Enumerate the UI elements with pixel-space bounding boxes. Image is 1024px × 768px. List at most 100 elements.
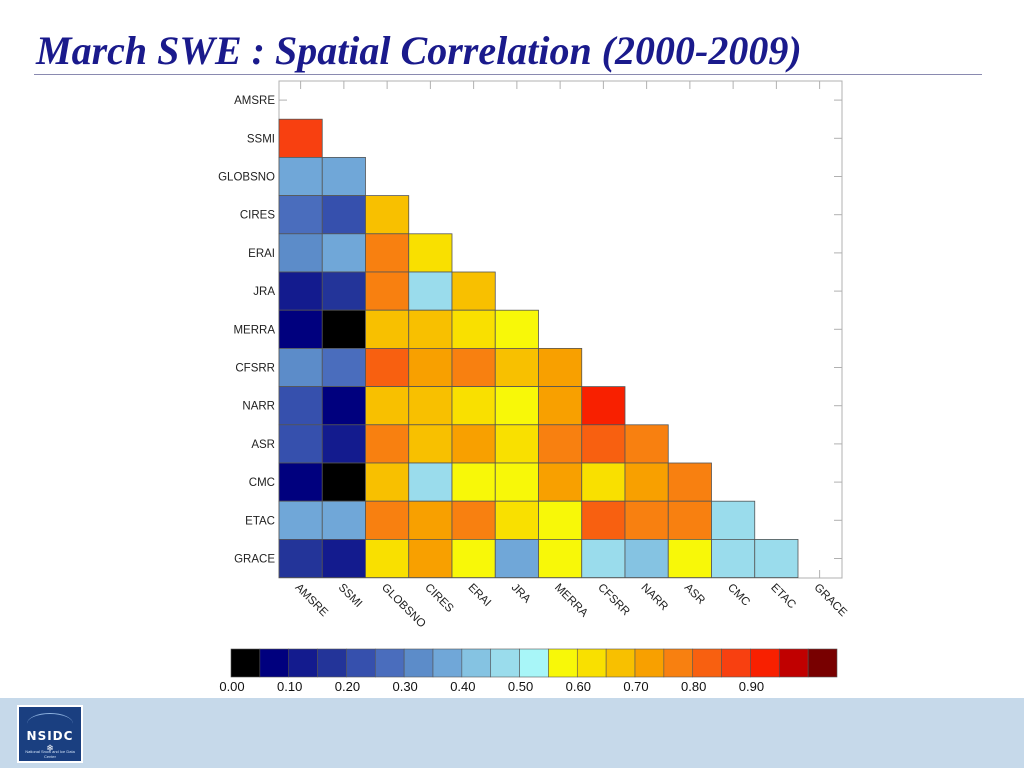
y-tick-label: MERRA	[233, 324, 275, 336]
heatmap-cell	[278, 500, 323, 540]
logo-text: NSIDC	[26, 729, 74, 743]
x-tick-label: MERRA	[552, 582, 590, 620]
y-tick-label: CMC	[249, 477, 275, 489]
x-tick-label: ETAC	[768, 582, 798, 612]
title-divider	[34, 74, 982, 75]
heatmap-cell	[278, 195, 323, 235]
heatmap-cell	[494, 539, 539, 579]
colorbar-swatch	[663, 648, 694, 678]
heatmap-cell	[667, 500, 712, 540]
colorbar-swatch	[346, 648, 376, 678]
heatmap-cell	[408, 233, 453, 273]
colorbar-swatch	[490, 648, 520, 678]
heatmap-cell	[754, 539, 799, 579]
heatmap-cell	[408, 462, 453, 502]
heatmap-cell	[365, 539, 410, 579]
heatmap-cell	[451, 462, 496, 502]
heatmap-cell	[408, 347, 453, 387]
heatmap-cell	[451, 386, 496, 426]
x-tick-label: CMC	[725, 582, 752, 609]
heatmap-cell	[451, 424, 496, 464]
heatmap-cell	[538, 539, 583, 579]
y-tick-label: NARR	[242, 401, 275, 413]
logo-arc	[27, 713, 73, 734]
heatmap-cell	[278, 309, 323, 349]
heatmap-cell	[408, 271, 453, 311]
heatmap-cell	[494, 462, 539, 502]
colorbar-tick-label: 0.20	[335, 679, 360, 694]
heatmap-cell	[278, 424, 323, 464]
heatmap-cell	[278, 462, 323, 502]
heatmap-cell	[494, 424, 539, 464]
colorbar-swatch	[576, 648, 607, 678]
y-tick-label: GLOBSNO	[218, 172, 275, 184]
heatmap-cell	[278, 118, 323, 158]
colorbar-tick-label: 0.70	[623, 679, 648, 694]
colorbar-swatch	[230, 648, 261, 678]
heatmap-cell	[365, 500, 410, 540]
colorbar-swatch	[432, 648, 463, 678]
x-tick-label: GLOBSNO	[379, 582, 428, 631]
colorbar-swatch	[374, 648, 405, 678]
colorbar-tick-label: 0.10	[277, 679, 302, 694]
heatmap-cell	[451, 347, 496, 387]
heatmap-cell	[451, 500, 496, 540]
heatmap-cell	[538, 386, 583, 426]
colorbar-swatch	[721, 648, 751, 678]
heatmap-cell	[365, 233, 410, 273]
colorbar-swatch	[548, 648, 578, 678]
heatmap-cell	[494, 500, 539, 540]
colorbar-swatch	[692, 648, 722, 678]
heatmap-cell	[278, 233, 323, 273]
heatmap-cell	[538, 462, 583, 502]
heatmap-cell	[278, 386, 323, 426]
heatmap-cell	[365, 424, 410, 464]
y-tick-label: ASR	[251, 439, 275, 451]
heatmap-cell	[278, 347, 323, 387]
heatmap-cell	[321, 309, 366, 349]
heatmap-cell	[321, 271, 366, 311]
heatmap-cell	[408, 539, 453, 579]
x-tick-label: NARR	[639, 582, 671, 614]
colorbar-tick-label: 0.30	[392, 679, 417, 694]
colorbar-tick-label: 0.60	[566, 679, 591, 694]
logo-subtext: National Snow and Ice Data Center	[25, 749, 75, 759]
heatmap-cell	[321, 156, 366, 196]
heatmap-cell	[451, 271, 496, 311]
heatmap-cell	[494, 309, 539, 349]
heatmap-cell	[365, 462, 410, 502]
colorbar-tick-label: 0.00	[219, 679, 244, 694]
colorbar-swatch	[519, 648, 549, 678]
heatmap-cell	[624, 500, 669, 540]
y-tick-label: AMSRE	[234, 95, 275, 107]
colorbar-swatch	[605, 648, 636, 678]
heatmap-cell	[321, 539, 366, 579]
colorbar-tick-label: 0.40	[450, 679, 475, 694]
slide-title: March SWE : Spatial Correlation (2000-20…	[36, 28, 802, 73]
correlation-heatmap: AMSRESSMIGLOBSNOCIRESERAIJRAMERRACFSRRNA…	[218, 80, 849, 694]
heatmap-cell	[494, 347, 539, 387]
colorbar-swatch	[288, 648, 318, 678]
heatmap-cell	[365, 386, 410, 426]
heatmap-cell	[278, 539, 323, 579]
heatmap-cell	[624, 462, 669, 502]
nsidc-logo: NSIDC ❄ National Snow and Ice Data Cente…	[17, 705, 83, 763]
colorbar-swatch	[259, 648, 290, 678]
colorbar-tick-label: 0.50	[508, 679, 533, 694]
x-tick-label: ERAI	[466, 582, 493, 609]
heatmap-cell	[278, 156, 323, 196]
heatmap-cell	[667, 539, 712, 579]
colorbar-tick-label: 0.90	[739, 679, 764, 694]
x-tick-label: ASR	[682, 582, 707, 607]
heatmap-cell	[538, 424, 583, 464]
heatmap-cell	[667, 462, 712, 502]
heatmap-cell	[451, 309, 496, 349]
snowflake-icon: ❄	[46, 743, 54, 753]
heatmap-cell	[321, 386, 366, 426]
y-tick-label: CIRES	[240, 210, 275, 222]
y-tick-label: ERAI	[248, 248, 275, 260]
y-tick-label: JRA	[253, 286, 275, 298]
heatmap-cell	[321, 233, 366, 273]
heatmap-cell	[624, 539, 669, 579]
heatmap-cell	[624, 424, 669, 464]
